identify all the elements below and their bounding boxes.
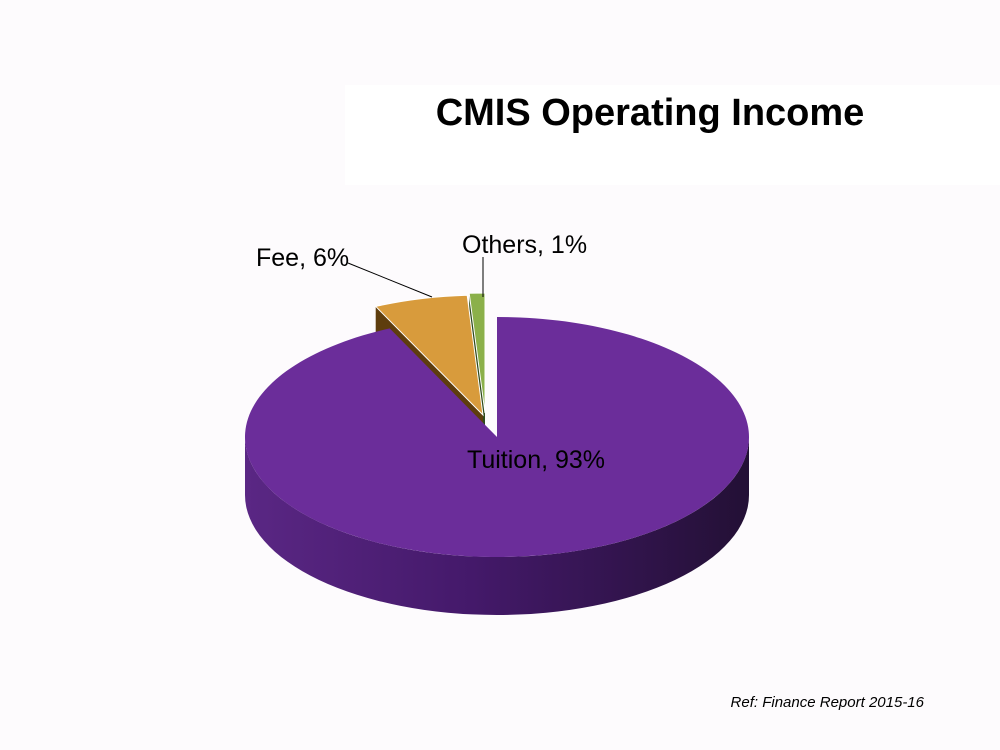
slice-label-others: Others, 1% [462,231,588,259]
slice-label-tuition: Tuition, 93% [467,446,606,474]
slice-top-fee [374,294,484,417]
source-footnote: Ref: Finance Report 2015-16 [730,694,924,711]
slice-top-tuition [244,317,749,558]
fee-leader-line [347,262,433,298]
slice-side-tuition [245,437,749,615]
slice-top-others [468,292,486,414]
title-panel [345,85,1000,185]
chart-title: CMIS Operating Income [435,92,865,134]
slice-label-fee: Fee, 6% [256,244,350,272]
